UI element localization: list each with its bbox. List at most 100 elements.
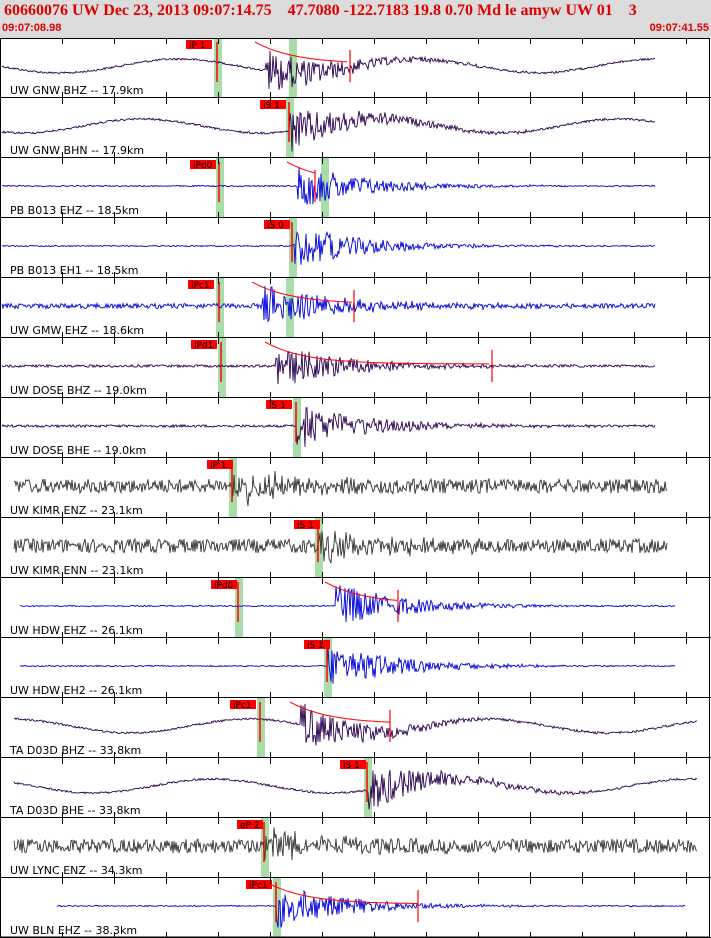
pick-band bbox=[286, 278, 294, 338]
end-time: 09:07:41.55 bbox=[649, 22, 709, 34]
pick-band bbox=[321, 158, 329, 218]
trace-panel[interactable]: iP 1 UW KIMR ENZ -- 23.1km bbox=[0, 458, 711, 518]
trace-panel[interactable]: iPd0 UW HDW EHZ -- 26.1km bbox=[0, 578, 711, 638]
pick-label: iPc1 bbox=[249, 881, 268, 891]
pick-band bbox=[286, 98, 294, 158]
trace-label: UW GMW EHZ -- 18.6km bbox=[10, 324, 144, 337]
waveform bbox=[13, 531, 668, 564]
coda-curve bbox=[254, 41, 348, 63]
pick-tag[interactable] bbox=[246, 880, 272, 889]
trace-panel[interactable]: iPc1 UW BLN EHZ -- 38.3km bbox=[0, 878, 711, 938]
coda-curve bbox=[289, 701, 391, 723]
pick-tag[interactable] bbox=[211, 580, 237, 589]
pick-band bbox=[214, 38, 222, 98]
waveform bbox=[1, 110, 656, 152]
waveform bbox=[19, 585, 676, 623]
plot-frame bbox=[0, 38, 710, 938]
trace-panel[interactable]: iS 1 UW KIMR ENN -- 23.1km bbox=[0, 518, 711, 578]
trace-panel[interactable]: iP 1 UW GNW BHZ -- 17.9km bbox=[0, 38, 711, 98]
pick-label: iS 0 bbox=[267, 221, 284, 231]
event-title: 60660076 UW Dec 23, 2013 09:07:14.75 47.… bbox=[4, 2, 637, 19]
pick-tag[interactable] bbox=[266, 400, 292, 409]
pick-tag[interactable] bbox=[294, 520, 320, 529]
pick-band bbox=[289, 38, 297, 98]
waveform bbox=[13, 769, 698, 810]
trace-panel[interactable]: iS 1 TA D03D BHE -- 33.8km bbox=[0, 758, 711, 818]
waveform bbox=[56, 889, 686, 928]
trace-panel[interactable]: iPc1 TA D03D BHZ -- 33.8km bbox=[0, 698, 711, 758]
trace-label: UW LYNC ENZ -- 34.3km bbox=[10, 864, 142, 877]
pick-tag[interactable] bbox=[190, 160, 216, 169]
pick-label: iP 1 bbox=[210, 461, 227, 471]
waveform bbox=[1, 230, 656, 265]
pick-tag[interactable] bbox=[188, 280, 214, 289]
waveform bbox=[1, 286, 656, 323]
pick-band bbox=[216, 278, 224, 338]
trace-panel[interactable]: iS 1 UW GNW BHN -- 17.9km bbox=[0, 98, 711, 158]
trace-panel[interactable]: iPc1 UW GMW EHZ -- 18.6km bbox=[0, 278, 711, 338]
pick-tag[interactable] bbox=[264, 220, 290, 229]
pick-label: iP 1 bbox=[189, 41, 206, 51]
trace-panel[interactable]: iPd1 UW DOSE BHZ -- 19.0km bbox=[0, 338, 711, 398]
trace-label: UW DOSE BHE -- 19.0km bbox=[10, 444, 146, 457]
trace-label: UW GNW BHZ -- 17.9km bbox=[10, 84, 143, 97]
trace-panel[interactable]: eP 2 UW LYNC ENZ -- 34.3km bbox=[0, 818, 711, 878]
trace-label: UW HDW EH2 -- 26.1km bbox=[10, 684, 142, 697]
waveform bbox=[1, 50, 656, 90]
pick-label: iPd0 bbox=[193, 161, 213, 171]
pick-band bbox=[261, 818, 269, 878]
pick-tag[interactable] bbox=[230, 700, 256, 709]
pick-band bbox=[364, 758, 372, 818]
pick-label: iS 1 bbox=[307, 641, 324, 651]
traces-plot[interactable]: iP 1 UW GNW BHZ -- 17.9km iS 1 UW GNW BHN -… bbox=[0, 38, 711, 938]
coda-curve bbox=[324, 581, 398, 601]
pick-tag[interactable] bbox=[191, 340, 217, 349]
pick-label: iS 1 bbox=[269, 401, 286, 411]
trace-label: UW DOSE BHZ -- 19.0km bbox=[10, 384, 147, 397]
pick-label: iPd1 bbox=[194, 341, 213, 351]
trace-label: TA D03D BHE -- 33.8km bbox=[9, 804, 141, 817]
pick-label: iPd0 bbox=[214, 581, 234, 591]
waveform bbox=[13, 470, 668, 507]
pick-tag[interactable] bbox=[237, 820, 263, 829]
pick-label: iS 1 bbox=[297, 521, 314, 531]
pick-tag[interactable] bbox=[340, 760, 366, 769]
trace-panel[interactable]: iS 1 UW DOSE BHE -- 19.0km bbox=[0, 398, 711, 458]
waveform bbox=[1, 350, 656, 385]
waveform bbox=[19, 648, 676, 685]
pick-tag[interactable] bbox=[260, 100, 286, 109]
trace-label: UW KIMR ENN -- 23.1km bbox=[10, 564, 143, 577]
pick-tag[interactable] bbox=[304, 640, 330, 649]
trace-panel[interactable]: iS 0 PB B013 EH1 -- 18.5km bbox=[0, 218, 711, 278]
waveform bbox=[13, 827, 698, 861]
trace-panel[interactable]: iS 1 UW HDW EH2 -- 26.1km bbox=[0, 638, 711, 698]
pick-band bbox=[218, 338, 226, 398]
pick-label: iS 1 bbox=[263, 101, 280, 111]
pick-band bbox=[289, 218, 297, 278]
pick-band bbox=[293, 398, 301, 458]
trace-label: UW KIMR ENZ -- 23.1km bbox=[10, 504, 143, 517]
trace-panel[interactable]: iPd0 PB B013 EHZ -- 18.5km bbox=[0, 158, 711, 218]
waveform bbox=[13, 703, 698, 746]
pick-band bbox=[257, 698, 265, 758]
pick-band bbox=[324, 638, 332, 698]
trace-label: UW GNW BHN -- 17.9km bbox=[10, 144, 144, 157]
coda-curve bbox=[251, 281, 353, 303]
pick-band bbox=[235, 578, 243, 638]
pick-label: iPc1 bbox=[233, 701, 252, 711]
coda-curve bbox=[264, 341, 489, 365]
event-header: 60660076 UW Dec 23, 2013 09:07:14.75 47.… bbox=[0, 0, 711, 38]
coda-curve bbox=[265, 881, 418, 904]
pick-label: eP 2 bbox=[240, 821, 260, 831]
pick-tag[interactable] bbox=[186, 40, 212, 49]
start-time: 09:07:08.98 bbox=[2, 22, 62, 34]
trace-label: UW HDW EHZ -- 26.1km bbox=[10, 624, 143, 637]
waveform bbox=[2, 167, 656, 205]
waveform bbox=[1, 407, 656, 447]
trace-label: PB B013 EH1 -- 18.5km bbox=[10, 264, 138, 277]
pick-tag[interactable] bbox=[207, 460, 233, 469]
pick-band bbox=[315, 518, 323, 578]
coda-curve bbox=[286, 161, 316, 174]
trace-label: PB B013 EHZ -- 18.5km bbox=[10, 204, 139, 217]
